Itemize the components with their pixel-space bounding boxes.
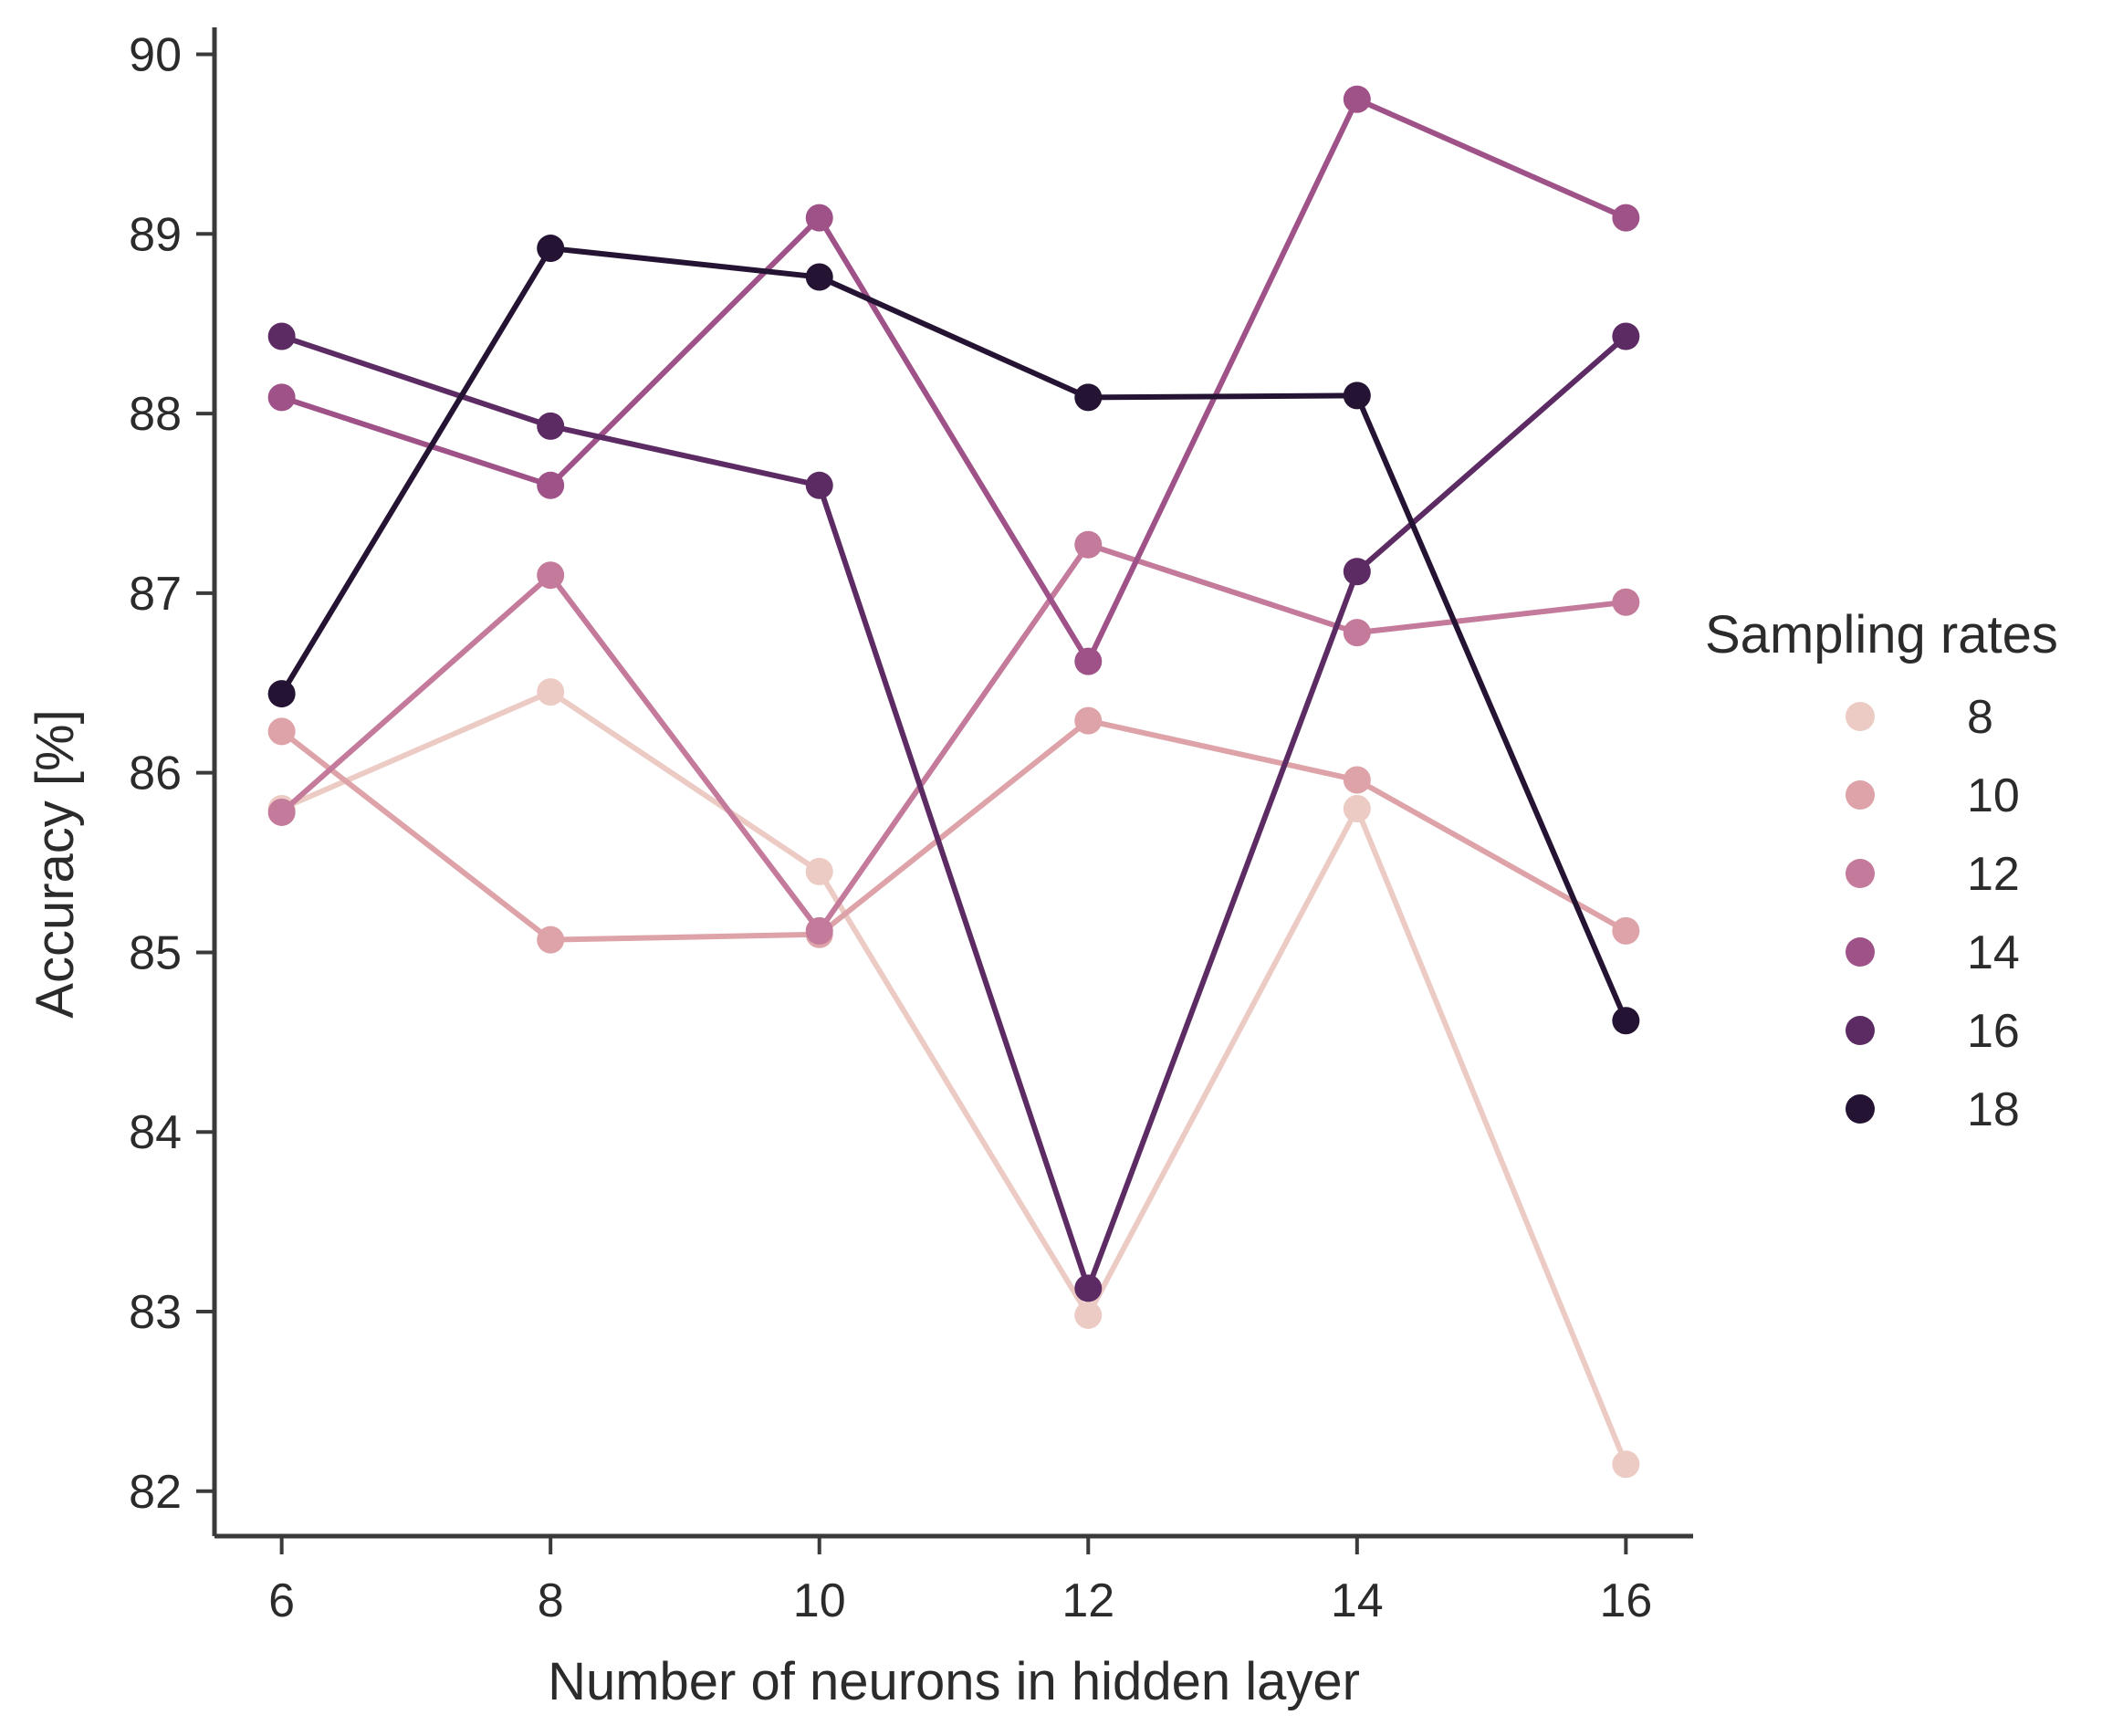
- legend-marker: [1846, 780, 1875, 810]
- y-axis-label: Accuracy [%]: [26, 709, 85, 1018]
- data-point: [1343, 558, 1371, 586]
- x-tick-label: 6: [268, 1574, 295, 1627]
- data-point: [1343, 795, 1371, 823]
- data-point: [537, 235, 565, 263]
- data-point: [1612, 916, 1640, 945]
- data-point: [537, 678, 565, 706]
- data-point: [805, 471, 833, 499]
- data-point: [1343, 382, 1371, 410]
- x-axis-ticks: 6 8 10 12 14 16: [268, 1536, 1652, 1627]
- data-point: [1074, 706, 1103, 735]
- y-tick-label: 86: [129, 748, 182, 800]
- legend-title: Sampling rates: [1705, 605, 2058, 664]
- x-tick-label: 16: [1599, 1574, 1652, 1627]
- x-axis-label: Number of neurons in hidden layer: [548, 1652, 1360, 1711]
- data-point: [537, 561, 565, 590]
- data-point: [1612, 322, 1640, 350]
- series-14: [267, 85, 1640, 675]
- legend-label: 18: [1967, 1083, 2020, 1136]
- x-tick-label: 14: [1331, 1574, 1384, 1627]
- legend-label: 10: [1967, 769, 2020, 822]
- data-point: [267, 717, 296, 746]
- data-point: [537, 412, 565, 440]
- data-point: [537, 471, 565, 499]
- y-tick-label: 83: [129, 1286, 182, 1339]
- x-tick-label: 12: [1062, 1574, 1114, 1627]
- data-point: [267, 322, 296, 350]
- legend-marker: [1846, 1094, 1875, 1124]
- series-line-10: [278, 717, 1629, 943]
- y-tick-label: 82: [129, 1466, 182, 1519]
- legend-label: 14: [1967, 926, 2020, 979]
- data-point: [1074, 1274, 1103, 1302]
- series-8: [267, 678, 1640, 1479]
- series-layer: [267, 85, 1640, 1479]
- data-point: [1074, 1301, 1103, 1329]
- data-point: [267, 383, 296, 412]
- data-point: [1074, 383, 1103, 412]
- legend-items: 8 10 12 14 16 18: [1846, 691, 2020, 1136]
- legend-label: 12: [1967, 848, 2020, 901]
- series-16: [267, 322, 1640, 1302]
- data-point: [267, 798, 296, 826]
- legend: Sampling rates 8 10 12 14 16 18: [1705, 605, 2058, 1136]
- data-point: [537, 926, 565, 954]
- y-tick-label: 87: [129, 568, 182, 621]
- y-tick-label: 85: [129, 926, 182, 979]
- data-point: [1612, 1450, 1640, 1479]
- data-point: [1343, 85, 1371, 113]
- y-axis-ticks: 82 83 84 85 86 87 88 89 90: [129, 29, 214, 1519]
- x-tick-label: 10: [793, 1574, 846, 1627]
- x-tick-label: 8: [538, 1574, 564, 1627]
- data-point: [1074, 647, 1103, 675]
- axes: 82 83 84 85 86 87 88 89 90 6 8 10 12 14 16 Number of …: [26, 27, 1693, 1711]
- y-tick-label: 84: [129, 1106, 182, 1159]
- legend-label: 8: [1967, 691, 1993, 744]
- data-point: [1074, 530, 1103, 559]
- series-line-8: [278, 689, 1629, 1468]
- series-line-16: [278, 333, 1629, 1292]
- legend-label: 16: [1967, 1005, 2020, 1058]
- series-line-18: [278, 246, 1629, 1024]
- y-tick-label: 90: [129, 29, 182, 82]
- data-point: [805, 263, 833, 291]
- data-point: [805, 857, 833, 885]
- series-10: [267, 706, 1640, 954]
- series-18: [267, 235, 1640, 1035]
- legend-marker: [1846, 937, 1875, 967]
- data-point: [1612, 1007, 1640, 1035]
- y-tick-label: 88: [129, 388, 182, 441]
- data-point: [805, 916, 833, 945]
- data-point: [1612, 204, 1640, 232]
- data-point: [1612, 588, 1640, 616]
- legend-marker: [1846, 859, 1875, 888]
- data-point: [1343, 766, 1371, 794]
- data-point: [267, 680, 296, 708]
- data-point: [1343, 619, 1371, 647]
- series-12: [267, 530, 1640, 945]
- y-tick-label: 89: [129, 208, 182, 261]
- legend-marker: [1846, 1016, 1875, 1045]
- series-line-12: [278, 541, 1629, 934]
- series-line-14: [278, 96, 1629, 664]
- legend-marker: [1846, 702, 1875, 731]
- data-point: [805, 204, 833, 232]
